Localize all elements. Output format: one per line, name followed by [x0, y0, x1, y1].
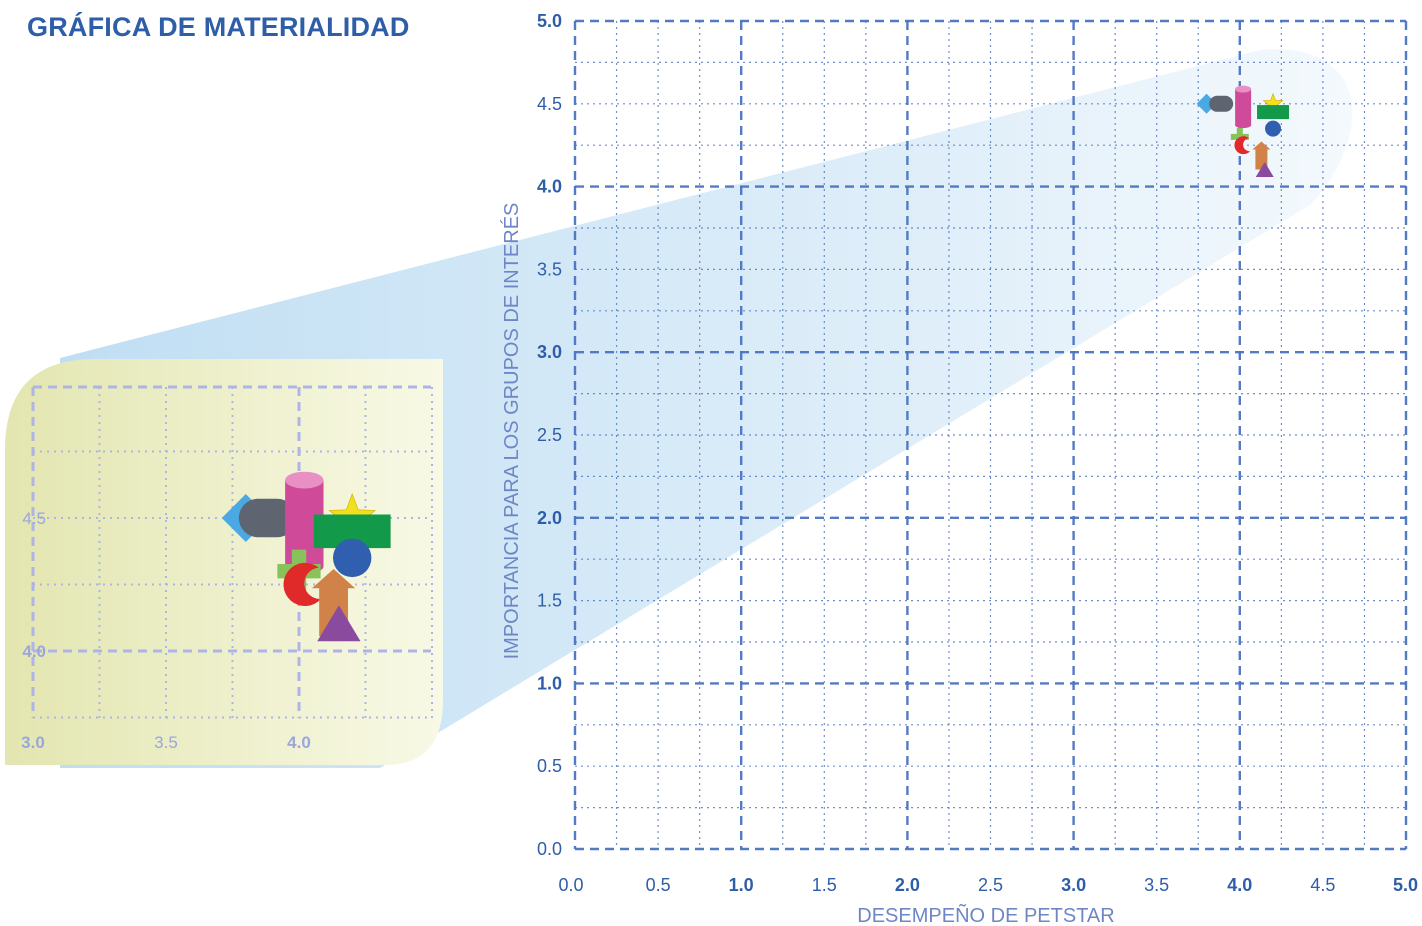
marker-crescent: [1234, 136, 1251, 155]
y-tick-label: 4.5: [537, 94, 562, 114]
marker-capsule: [1209, 95, 1234, 112]
marker-cross: [1230, 127, 1249, 146]
inset-y-tick-label: 4.5: [22, 509, 46, 528]
y-tick-label: 5.0: [537, 11, 562, 31]
y-tick-label: 0.5: [537, 756, 562, 776]
y-tick-label: 0.0: [537, 839, 562, 859]
x-tick-label: 4.0: [1227, 875, 1252, 895]
y-tick-label: 3.0: [537, 342, 562, 362]
cylinder-bottom: [1235, 122, 1252, 129]
marker-circle: [1265, 120, 1282, 137]
marker-triangle: [317, 605, 361, 642]
axis-titles: DESEMPEÑO DE PETSTAR IMPORTANCIA PARA LO…: [500, 203, 1115, 926]
inset-x-tick-label: 4.0: [287, 733, 311, 752]
marker-arrow: [1252, 141, 1271, 170]
zoom-inset-panel: [5, 359, 443, 765]
y-tick-label: 1.5: [537, 591, 562, 611]
y-tick-label: 3.5: [537, 259, 562, 279]
y-tick-label: 1.0: [537, 673, 562, 693]
main-grid: [573, 19, 1408, 851]
marker-rectangle: [1257, 105, 1290, 120]
x-tick-label: 1.0: [729, 875, 754, 895]
marker-circle: [333, 538, 372, 578]
y-tick-label: 4.0: [537, 177, 562, 197]
x-tick-label: 3.0: [1061, 875, 1086, 895]
inset-markers: [221, 471, 391, 642]
x-axis-title: DESEMPEÑO DE PETSTAR: [857, 903, 1114, 926]
x-tick-label: 3.5: [1144, 875, 1169, 895]
marker-crescent: [283, 562, 322, 607]
x-tick-label: 0.5: [646, 875, 671, 895]
x-tick-label: 4.5: [1310, 875, 1335, 895]
y-tick-label: 2.5: [537, 425, 562, 445]
x-tick-label: 2.0: [895, 875, 920, 895]
x-tick-label: 5.0: [1393, 875, 1418, 895]
main-markers: [1196, 85, 1290, 178]
zoom-inset: 3.0 3.5 4.0 4.0 4.5: [5, 359, 443, 765]
page-title: GRÁFICA DE MATERIALIDAD: [27, 12, 410, 42]
marker-triangle: [1255, 162, 1274, 178]
inset-x-tick-label: 3.5: [154, 733, 178, 752]
cylinder-top: [1235, 85, 1252, 93]
marker-cylinder: [1235, 85, 1252, 129]
cylinder-top: [285, 471, 324, 489]
inset-y-tick-label: 4.0: [22, 642, 46, 661]
y-tick-label: 2.0: [537, 508, 562, 528]
cylinder-body: [1235, 89, 1252, 126]
x-tick-label: 2.5: [978, 875, 1003, 895]
marker-capsule: [238, 498, 297, 538]
x-tick-label: 1.5: [812, 875, 837, 895]
y-axis-title: IMPORTANCIA PARA LOS GRUPOS DE INTERÉS: [500, 203, 523, 660]
main-ticks: 0.0 0.5 1.0 1.5 2.0 2.5 3.0 3.5 4.0 4.5 5.0 0.0 0.5 1…: [537, 11, 1418, 895]
x-tick-label: 0.0: [558, 875, 583, 895]
inset-x-tick-label: 3.0: [21, 733, 45, 752]
